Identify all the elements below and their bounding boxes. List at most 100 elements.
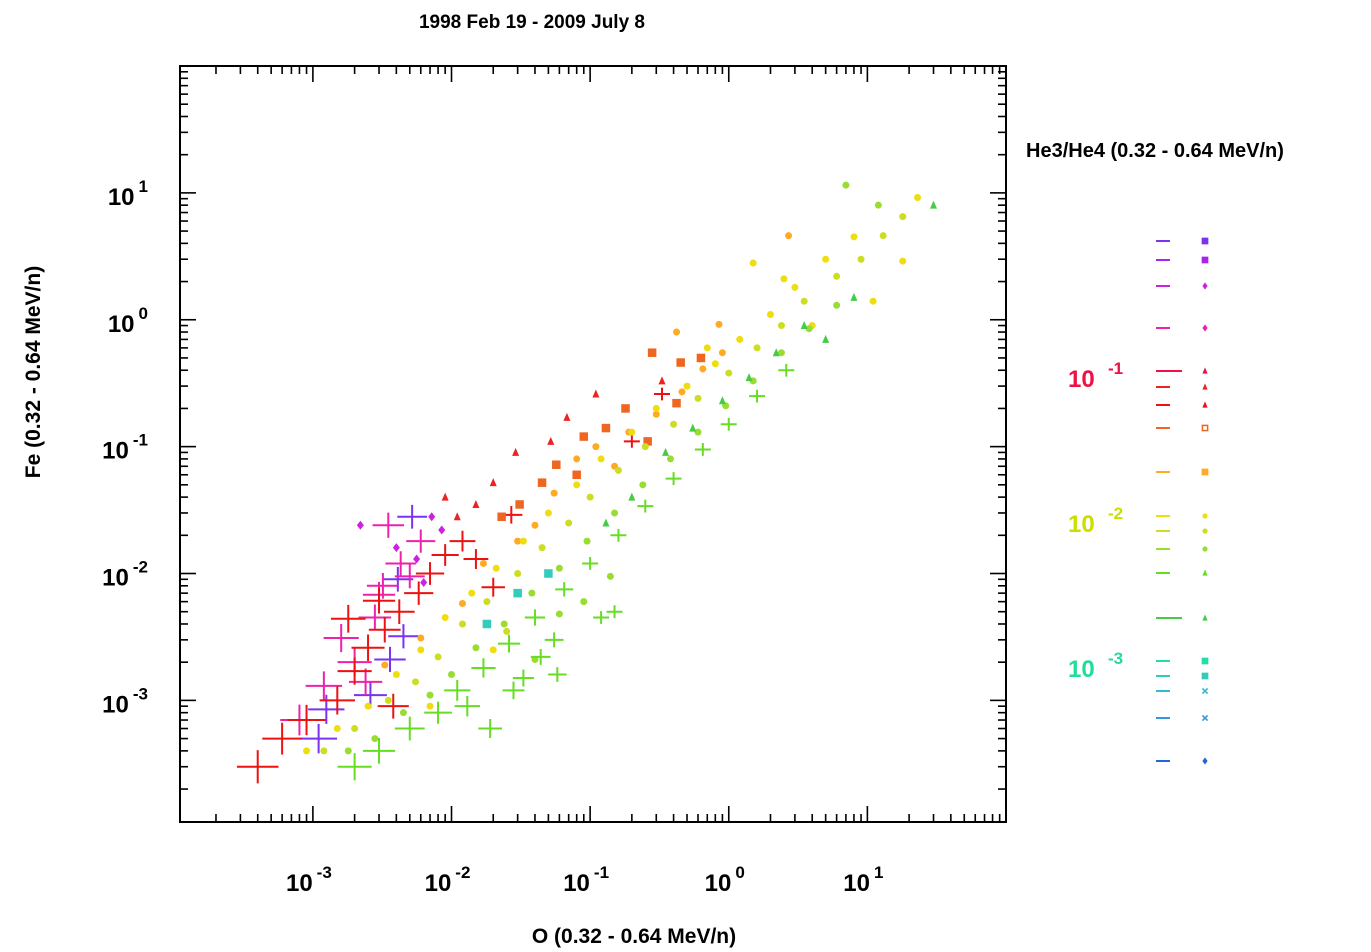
data-point (670, 420, 678, 428)
legend-marker (1202, 757, 1208, 765)
tick-label-base: 10 (108, 184, 135, 211)
data-point (842, 181, 850, 189)
data-point (394, 564, 425, 589)
data-point (413, 554, 421, 564)
legend-entry (1156, 672, 1209, 680)
legend-marker (1201, 237, 1209, 245)
legend-marker (1202, 569, 1208, 576)
data-point (592, 443, 600, 451)
tick-label-base: 10 (705, 870, 732, 897)
data-point (672, 398, 681, 408)
data-point (528, 589, 536, 597)
data-point (879, 232, 887, 240)
data-point (573, 455, 581, 463)
data-point (930, 200, 938, 209)
x-axis-label: O (0.32 - 0.64 MeV/n) (532, 925, 736, 948)
data-point (512, 447, 520, 456)
legend-marker (1202, 324, 1208, 332)
data-point (397, 504, 427, 529)
data-point (497, 512, 506, 522)
legend-label-base: 10 (1068, 511, 1095, 538)
data-point (665, 472, 682, 485)
data-point (374, 646, 406, 673)
data-point (381, 661, 389, 669)
data-point (371, 735, 379, 743)
legend-entry (1156, 256, 1209, 264)
x-axis-ticks (215, 66, 1001, 822)
data-point (351, 725, 359, 733)
data-point (388, 624, 419, 649)
data-point (454, 696, 481, 717)
tick-label-base: 10 (425, 870, 452, 897)
data-point (463, 549, 489, 569)
data-point (805, 325, 813, 333)
data-point (344, 747, 352, 755)
data-point (384, 696, 392, 704)
legend-marker (1201, 256, 1209, 264)
data-point (597, 455, 605, 463)
data-point (305, 671, 343, 701)
data-point (753, 344, 761, 352)
legend-entries (1156, 237, 1209, 765)
data-point (736, 335, 744, 343)
data-point (394, 716, 425, 741)
legend-entry (1156, 367, 1208, 374)
data-point (623, 434, 640, 448)
tick-label-base: 10 (102, 438, 129, 465)
data-point (652, 404, 660, 412)
legend-labels: 10 -1 10 -2 10 -3 (1068, 359, 1123, 683)
data-point (611, 509, 619, 517)
y-tick-label: 10 -2 (102, 558, 148, 592)
data-point (500, 620, 508, 628)
legend-decade-label: 10 -3 (1068, 649, 1123, 683)
data-point (412, 678, 420, 686)
legend-entry (1156, 424, 1209, 432)
data-point (362, 587, 396, 614)
data-point (428, 512, 436, 522)
legend-decade-label: 10 -1 (1068, 359, 1123, 393)
data-point (676, 358, 685, 367)
legend-label-exp: -2 (1108, 504, 1123, 523)
data-point (899, 213, 907, 221)
data-point (822, 255, 830, 263)
data-point (531, 521, 539, 529)
data-point (555, 582, 574, 597)
data-point (392, 670, 400, 678)
tick-label-exp: -2 (455, 863, 470, 882)
data-point (431, 544, 459, 566)
data-point (319, 686, 356, 715)
data-point (415, 562, 445, 585)
legend-entry (1156, 546, 1208, 552)
legend-entry (1156, 657, 1209, 665)
y-tick-label: 10 1 (108, 177, 148, 211)
data-point (647, 348, 657, 357)
data-point (914, 193, 922, 201)
legend-entry (1156, 569, 1208, 576)
data-points (236, 181, 938, 784)
data-point (337, 657, 372, 685)
data-point (652, 410, 660, 418)
data-point (563, 412, 571, 421)
tick-label-base: 10 (843, 870, 870, 897)
data-point (417, 634, 425, 642)
data-point (582, 557, 599, 570)
data-point (580, 598, 588, 606)
data-point (777, 322, 785, 330)
legend-entry (1156, 757, 1208, 765)
y-tick-label: 10 -3 (102, 684, 148, 718)
data-point (592, 389, 600, 398)
data-point (720, 417, 737, 431)
data-point (565, 519, 573, 527)
legend-marker (1201, 687, 1209, 695)
legend-entry (1156, 687, 1209, 695)
data-point (548, 667, 567, 682)
data-point (694, 394, 702, 402)
data-point (696, 353, 706, 363)
data-point (330, 604, 366, 633)
data-point (766, 310, 774, 318)
data-point (424, 701, 452, 724)
tick-label-exp: -3 (317, 863, 332, 882)
data-point (404, 581, 434, 605)
data-point (654, 387, 671, 401)
